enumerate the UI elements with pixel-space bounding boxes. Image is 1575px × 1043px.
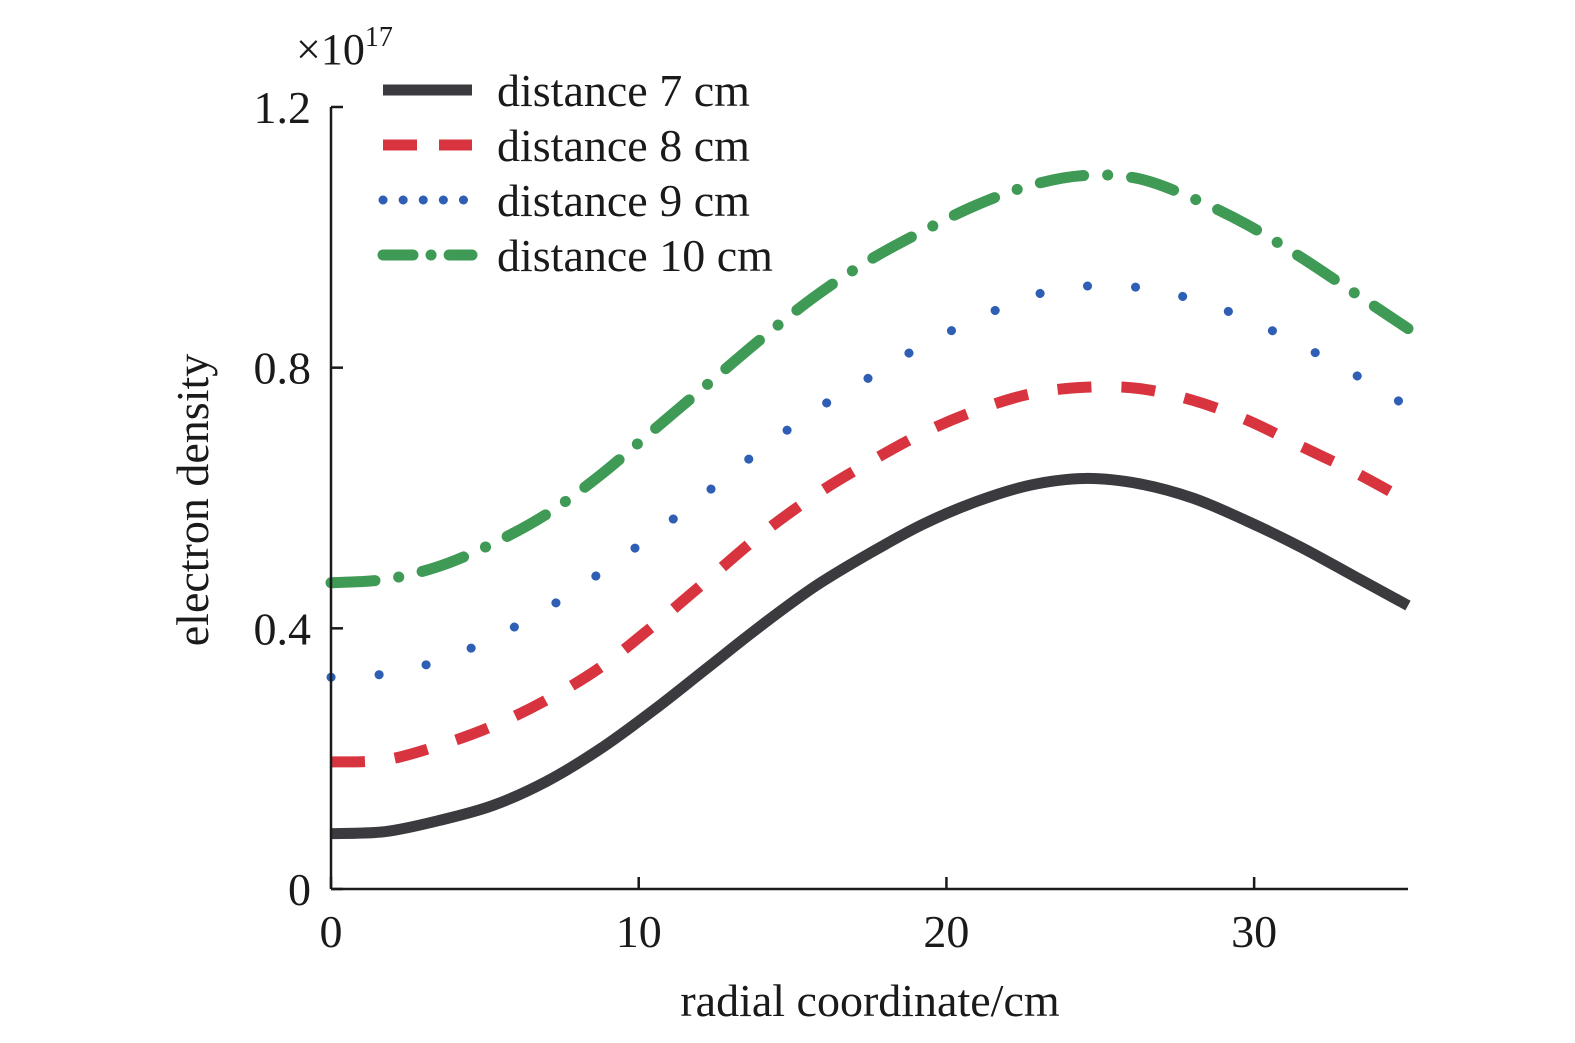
legend-label-3: distance 9 cm bbox=[497, 175, 750, 226]
x-tick-label: 0 bbox=[320, 906, 343, 957]
x-tick-label: 20 bbox=[923, 906, 969, 957]
x-tick-label: 10 bbox=[616, 906, 662, 957]
y-axis-multiplier: ×1017 bbox=[296, 22, 393, 74]
series-layer bbox=[325, 169, 1414, 840]
ticks-layer: 0 0.4 0.8 1.2 0 10 20 30 bbox=[254, 82, 1278, 957]
series-line-2 bbox=[330, 381, 1411, 768]
series-line-4 bbox=[325, 169, 1414, 589]
series-line-3 bbox=[326, 280, 1413, 682]
y-tick-label: 1.2 bbox=[254, 82, 312, 133]
legend-label-2: distance 8 cm bbox=[497, 120, 750, 171]
y-tick-label: 0.4 bbox=[254, 603, 312, 654]
axes bbox=[329, 107, 1408, 891]
x-tick-label: 30 bbox=[1231, 906, 1277, 957]
series-line-1 bbox=[330, 472, 1411, 840]
y-tick-label: 0.8 bbox=[254, 343, 312, 394]
x-axis-label: radial coordinate/cm bbox=[680, 975, 1060, 1026]
legend-label-4: distance 10 cm bbox=[497, 230, 773, 281]
y-multiplier-base: ×10 bbox=[296, 25, 365, 74]
y-tick-label: 0 bbox=[288, 864, 311, 915]
y-multiplier-exponent: 17 bbox=[365, 22, 393, 53]
legend-label-1: distance 7 cm bbox=[497, 65, 750, 116]
y-axis-label: electron density bbox=[167, 354, 218, 647]
